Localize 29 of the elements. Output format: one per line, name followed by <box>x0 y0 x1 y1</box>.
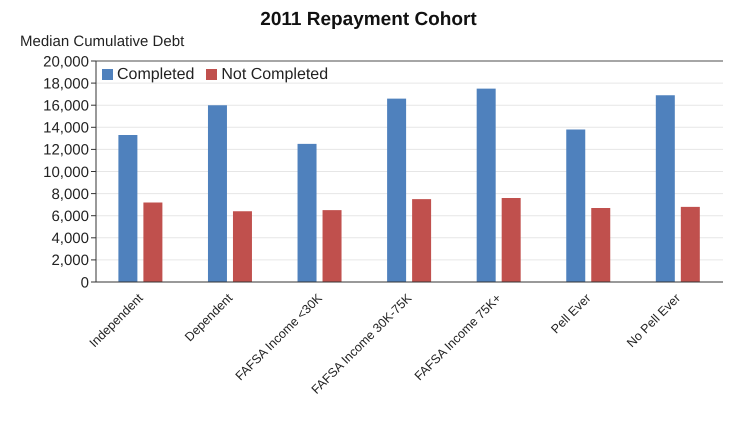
bar <box>656 95 675 282</box>
y-tick-label: 4,000 <box>51 230 89 248</box>
y-tick-label: 6,000 <box>51 208 89 226</box>
bar <box>143 202 162 282</box>
bar <box>680 206 700 282</box>
bar <box>208 105 227 282</box>
bar <box>322 210 342 282</box>
legend-label: Not Completed <box>221 66 328 83</box>
y-tick-label: 10,000 <box>43 164 89 181</box>
y-tick-label: 12,000 <box>43 142 89 159</box>
bar <box>118 135 138 282</box>
y-tick-label: 20,000 <box>43 53 89 70</box>
chart-title: 2011 Repayment Cohort <box>259 8 478 32</box>
y-tick-label: 14,000 <box>43 120 89 137</box>
bar <box>232 211 252 282</box>
y-tick-label: 8,000 <box>51 186 89 203</box>
y-tick-label: 0 <box>80 274 89 292</box>
y-tick-label: 16,000 <box>43 98 89 115</box>
bar <box>412 199 432 282</box>
legend-label: Completed <box>117 66 194 83</box>
bar <box>591 208 610 282</box>
bar <box>298 144 317 282</box>
y-tick-label: 2,000 <box>51 252 89 270</box>
y-axis-title: Median Cumulative Debt <box>19 32 186 52</box>
y-tick-label: 18,000 <box>43 75 89 92</box>
bar <box>502 198 521 282</box>
bar <box>476 88 496 282</box>
bar <box>387 98 406 282</box>
bar <box>566 130 586 282</box>
